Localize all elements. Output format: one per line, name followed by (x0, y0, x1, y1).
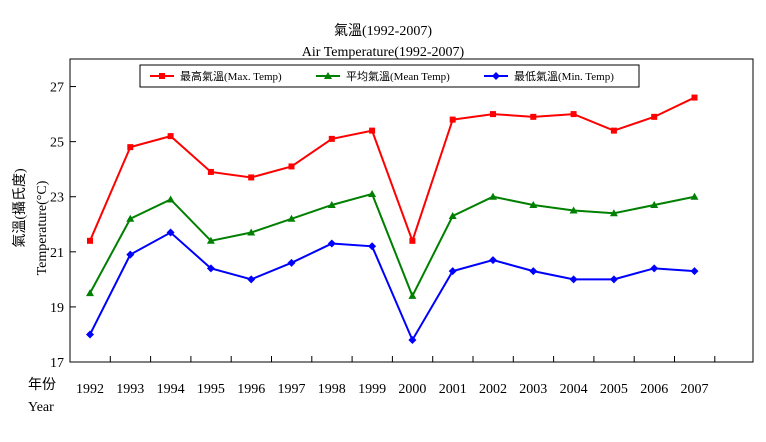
data-point (327, 200, 336, 208)
data-point (247, 275, 256, 284)
data-point (247, 228, 256, 236)
data-point (166, 195, 175, 203)
x-tick-label: 1997 (278, 382, 306, 397)
data-point (449, 116, 456, 123)
data-point (529, 200, 538, 208)
legend-marker (492, 72, 500, 80)
data-point (86, 289, 94, 297)
x-tick-label: 1996 (237, 382, 265, 397)
legend-box (139, 64, 640, 88)
series-line-1 (89, 192, 695, 299)
x-tick-label: 2005 (600, 382, 628, 397)
series-line-2 (89, 231, 695, 343)
y-axis-label-en: Temperature(°C) (35, 180, 50, 275)
data-point (609, 209, 618, 217)
data-point (368, 242, 377, 251)
data-point (408, 335, 417, 344)
x-tick-label: 2004 (560, 382, 588, 397)
data-point (327, 239, 336, 248)
data-point (369, 127, 376, 134)
data-point (489, 256, 497, 265)
data-point (86, 330, 94, 339)
x-tick-label: 2000 (398, 382, 426, 397)
data-point (287, 214, 296, 222)
data-point (490, 111, 496, 118)
y-tick-label: 23 (50, 191, 64, 206)
data-point (569, 275, 578, 284)
data-point (368, 189, 377, 197)
data-point (206, 264, 215, 273)
data-point (530, 113, 537, 120)
series-2 (86, 228, 699, 344)
data-point (448, 267, 457, 276)
x-tick-label: 1992 (76, 382, 104, 397)
legend-marker (324, 72, 332, 79)
data-point (207, 168, 214, 175)
series-layer (86, 94, 699, 344)
chart-title: 氣溫(1992-2007) (334, 23, 432, 39)
data-point (690, 192, 699, 200)
data-point (167, 133, 174, 140)
data-point (409, 237, 416, 244)
data-point (248, 174, 255, 181)
data-point (126, 214, 135, 222)
x-tick-label: 1993 (116, 382, 144, 397)
data-point (691, 94, 698, 101)
data-point (489, 192, 497, 200)
data-point (448, 212, 457, 220)
data-point (328, 135, 335, 142)
y-tick-label: 27 (50, 81, 64, 96)
data-point (651, 113, 658, 120)
series-1 (86, 189, 699, 299)
x-axis-label-zh: 年份 (28, 377, 56, 393)
y-tick-label: 25 (50, 136, 64, 151)
data-point (650, 200, 659, 208)
data-point (569, 206, 578, 214)
x-tick-label: 1999 (358, 382, 386, 397)
data-point (166, 228, 175, 237)
legend-label: 平均氣溫(Mean Temp) (346, 69, 450, 83)
data-point (127, 144, 134, 151)
data-point (408, 291, 417, 299)
series-line-0 (89, 96, 695, 244)
x-tick-label: 2002 (479, 382, 507, 397)
y-tick-label: 17 (50, 356, 64, 371)
axes: 17 19 21 23 25 27 1992 1993 1994 1995 1996 1997 1998… (50, 58, 754, 397)
x-tick-label: 2001 (439, 382, 467, 397)
data-point (690, 267, 699, 276)
chart-subtitle: Air Temperature(1992-2007) (302, 45, 465, 60)
data-point (570, 111, 577, 118)
y-tick-label: 19 (50, 301, 64, 316)
data-point (529, 267, 538, 276)
data-point (610, 127, 617, 134)
x-tick-label: 2003 (519, 382, 547, 397)
legend: 最高氣溫(Max. Temp) 平均氣溫(Mean Temp) 最低氣溫(Min. … (139, 64, 640, 88)
x-axis-label-en: Year (28, 400, 54, 415)
y-axis-label-zh: 氣溫(攝氏度) (12, 168, 28, 248)
x-tick-label: 2007 (681, 382, 709, 397)
data-point (206, 236, 215, 244)
legend-marker (159, 73, 165, 79)
legend-label: 最低氣溫(Min. Temp) (514, 69, 614, 83)
y-tick-label: 21 (50, 246, 64, 261)
x-tick-label: 2006 (640, 382, 668, 397)
data-point (287, 258, 296, 267)
data-point (650, 264, 659, 273)
data-point (609, 275, 618, 284)
data-point (288, 163, 295, 170)
x-tick-label: 1998 (318, 382, 346, 397)
plot-area (69, 58, 754, 363)
x-tick-label: 1995 (197, 382, 225, 397)
legend-label: 最高氣溫(Max. Temp) (180, 69, 282, 83)
x-tick-label: 1994 (157, 382, 185, 397)
data-point (87, 237, 93, 244)
series-0 (87, 94, 698, 244)
data-point (126, 250, 135, 259)
